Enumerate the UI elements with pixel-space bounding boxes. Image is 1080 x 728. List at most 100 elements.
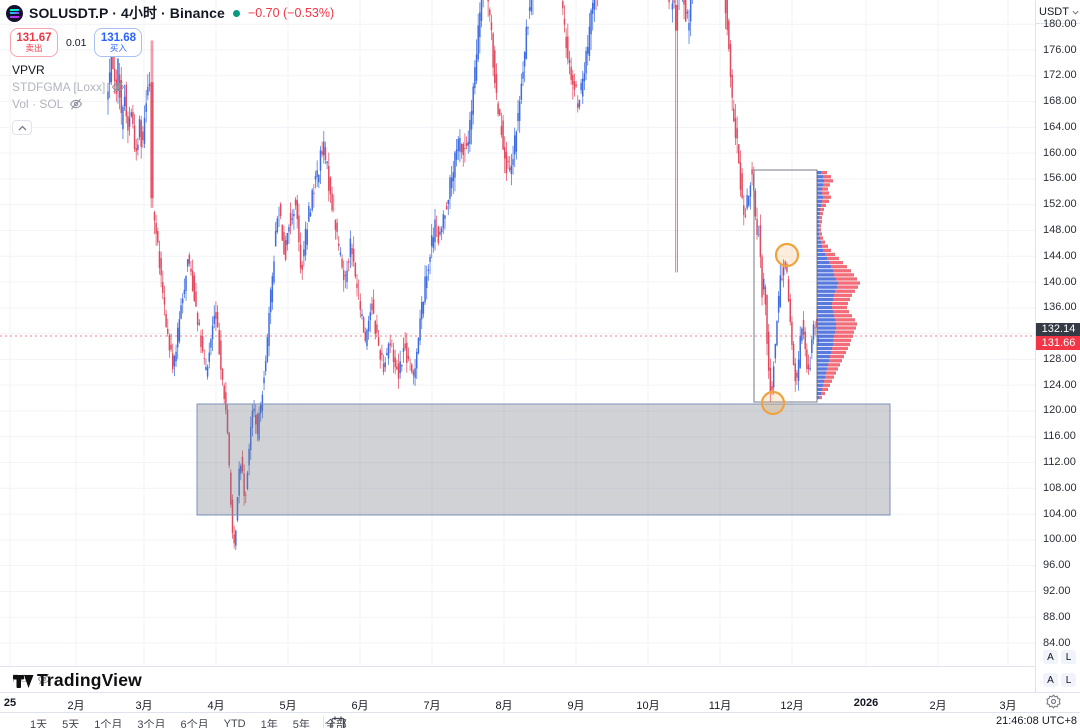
price-axis-label: 136.00 [1043, 301, 1077, 314]
volume-profile-buy-bar [817, 310, 833, 314]
range-button-5年[interactable]: 5年 [293, 716, 310, 728]
range-button-1个月[interactable]: 1个月 [94, 716, 122, 728]
volume-profile-buy-bar [817, 293, 834, 297]
volume-profile-sell-bar [823, 195, 831, 199]
price-axis-label: 128.00 [1043, 352, 1077, 365]
range-button-6个月[interactable]: 6个月 [181, 716, 209, 728]
indicator-vol-sol[interactable]: Vol · SOL [12, 95, 334, 112]
price-axis-label: 84.00 [1043, 636, 1071, 649]
time-axis-label: 9月 [567, 700, 585, 712]
eye-off-icon[interactable] [68, 96, 83, 111]
log-scale-button[interactable]: L [1061, 673, 1076, 687]
volume-profile-sell-bar [823, 183, 830, 187]
volume-profile-sell-bar [832, 346, 848, 351]
volume-profile-sell-bar [835, 330, 854, 334]
volume-profile-buy-bar [817, 232, 819, 236]
volume-profile-sell-bar [821, 171, 827, 175]
eye-off-icon[interactable] [36, 671, 51, 686]
price-change: −0.70 (−0.53%) [247, 6, 335, 20]
calendar-icon[interactable] [331, 716, 345, 728]
volume-profile-buy-bar [817, 391, 821, 396]
gear-icon[interactable] [1046, 694, 1061, 714]
volume-profile-buy-bar [817, 326, 836, 330]
volume-profile-sell-bar [829, 260, 843, 265]
candlestick-chart-pane[interactable] [0, 0, 1035, 666]
volume-profile-buy-bar [817, 224, 819, 228]
volume-profile-buy-bar [817, 355, 830, 359]
eye-off-icon[interactable] [110, 79, 125, 94]
indicator-vpvr[interactable]: VPVR [12, 62, 45, 77]
volume-profile-sell-bar [826, 371, 836, 375]
price-axis-label: 140.00 [1043, 275, 1077, 288]
volume-profile-sell-bar [820, 207, 824, 212]
volume-profile-buy-bar [817, 236, 820, 240]
price-zone-rectangle[interactable] [196, 403, 891, 516]
price-axis[interactable]: USDT 180.00 176.00 172.00 168.00 164.00 160.0… [1035, 0, 1080, 692]
range-button-5天[interactable]: 5天 [62, 716, 79, 728]
volume-profile-sell-bar [822, 187, 828, 191]
volume-profile-sell-bar [819, 232, 822, 236]
auto-scale-button[interactable]: A [1043, 650, 1058, 664]
volume-profile-sell-bar [836, 326, 856, 330]
volume-profile-sell-bar [833, 297, 850, 302]
volume-profile-sell-bar [834, 334, 853, 338]
currency-selector[interactable]: USDT [1039, 4, 1079, 20]
volume-profile-sell-bar [821, 203, 826, 208]
symbol-title[interactable]: SOLUSDT.P · 4小时 · Binance [29, 5, 225, 21]
rsi-pane-scale-buttons: A L [1043, 673, 1076, 687]
volume-profile-buy-bar [817, 203, 821, 208]
volume-profile-buy-bar [817, 211, 820, 216]
circle-marker[interactable] [760, 390, 786, 416]
volume-profile-sell-bar [821, 240, 825, 244]
volume-profile-sell-bar [819, 228, 821, 232]
toolbar-separator [323, 716, 324, 728]
price-pane-scale-buttons: A L [1043, 650, 1076, 664]
volume-profile-sell-bar [833, 310, 849, 314]
volume-profile-sell-bar [836, 277, 857, 281]
volume-profile-buy-bar [817, 371, 826, 375]
footer-toolbar: 1天 5天 1个月 3个月 6个月 YTD 1年 5年 全部 [0, 712, 1080, 728]
volume-profile-buy-bar [817, 297, 833, 302]
volume-profile-sell-bar [822, 199, 829, 203]
indicator-stdfgma[interactable]: STDFGMA [Loxx] [12, 78, 334, 95]
volume-profile-sell-bar [820, 211, 823, 216]
time-axis-label: 7月 [423, 700, 441, 712]
range-button-3个月[interactable]: 3个月 [137, 716, 165, 728]
time-axis-label: 3月 [999, 700, 1017, 712]
volume-profile-sell-bar [819, 224, 821, 228]
range-button-YTD[interactable]: YTD [224, 716, 246, 728]
volume-profile-buy-bar [817, 277, 836, 281]
legend-collapse-button[interactable] [12, 120, 32, 135]
volume-profile-buy-bar [817, 207, 820, 212]
volume-profile-sell-bar [832, 301, 848, 306]
volume-profile-sell-bar [838, 281, 860, 285]
range-button-全部[interactable]: 全部 [325, 716, 347, 728]
volume-profile-sell-bar [827, 367, 838, 371]
auto-scale-button[interactable]: A [1043, 673, 1058, 687]
price-axis-label: 92.00 [1043, 584, 1071, 597]
volume-profile-buy-bar [817, 338, 833, 342]
range-button-1年[interactable]: 1年 [261, 716, 278, 728]
market-status-dot [232, 9, 240, 17]
buy-button[interactable]: 131.68 买入 [94, 28, 143, 57]
circle-marker[interactable] [774, 242, 800, 268]
volume-profile-sell-bar [835, 289, 855, 293]
volume-profile-sell-bar [833, 342, 850, 347]
volume-profile-buy-bar [817, 387, 822, 392]
volume-profile-sell-bar [819, 215, 822, 220]
volume-profile-buy-bar [817, 195, 823, 199]
price-axis-label: 120.00 [1043, 404, 1077, 417]
server-clock[interactable]: 21:46:08 UTC+8 [995, 715, 1077, 727]
volume-profile-buy-bar [817, 383, 823, 387]
sell-button[interactable]: 131.67 卖出 [10, 28, 58, 57]
volume-profile-sell-bar [822, 191, 829, 195]
price-axis-label: 124.00 [1043, 378, 1077, 391]
volume-profile-buy-bar [817, 244, 822, 248]
range-button-1天[interactable]: 1天 [30, 716, 47, 728]
volume-profile-buy-bar [817, 248, 823, 252]
volume-profile-sell-bar [829, 359, 842, 363]
time-axis[interactable]: 25 2月 3月 4月 5月 6月 7月 8月 9月 10月 11月 12月 2026 2月 3月 [0, 692, 1080, 712]
price-axis-label: 100.00 [1043, 533, 1077, 546]
pane-divider[interactable] [0, 666, 1080, 667]
log-scale-button[interactable]: L [1061, 650, 1076, 664]
